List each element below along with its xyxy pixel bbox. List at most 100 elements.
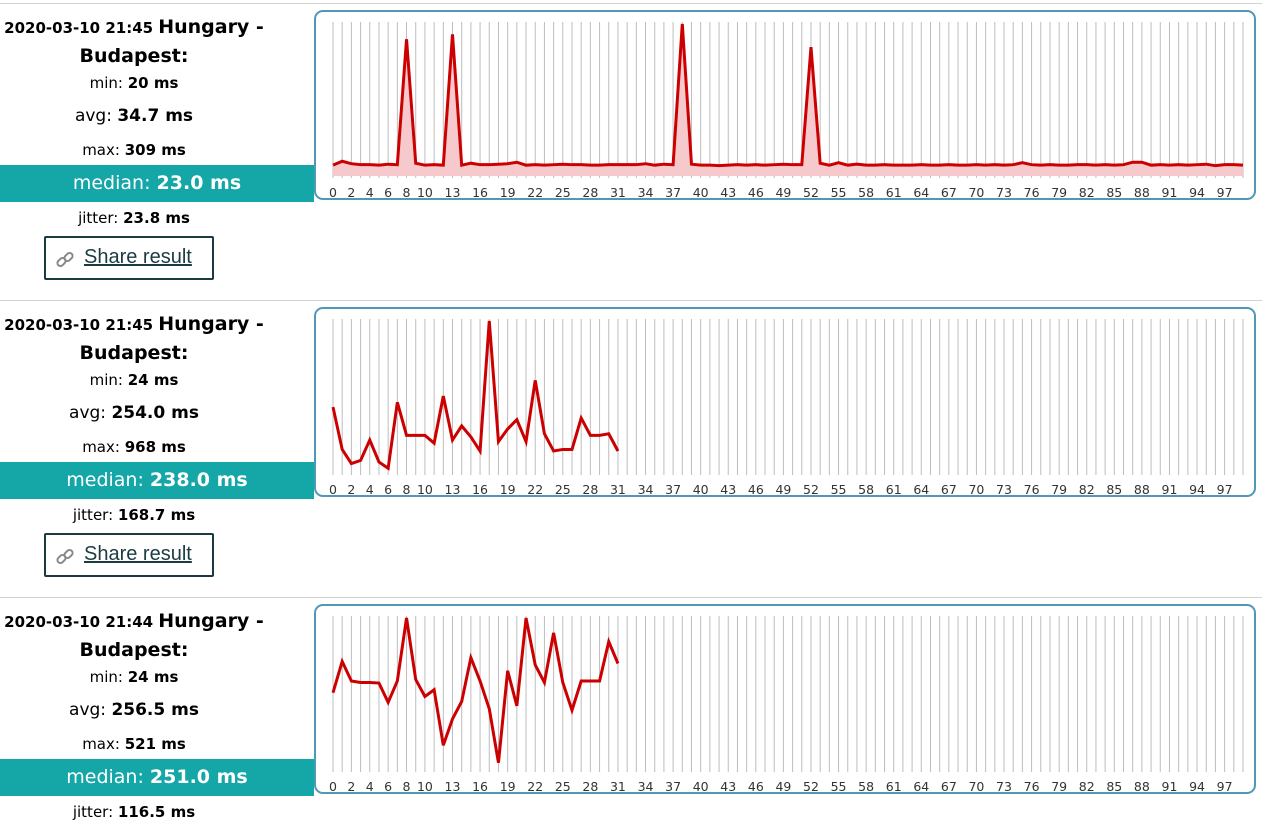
min-label: min:	[89, 371, 128, 389]
median-bar: median: 251.0 ms	[0, 759, 314, 796]
x-tick-label: 40	[693, 482, 709, 497]
result-card: 2020-03-10 21:45 Hungary - Budapest: min…	[0, 3, 1262, 300]
share-result-label[interactable]: Share result	[84, 543, 192, 565]
share-result-button[interactable]: Share result	[44, 533, 214, 577]
x-tick-label: 76	[1024, 482, 1040, 497]
x-tick-label: 2	[347, 185, 355, 200]
min-stat: min: 20 ms	[0, 74, 268, 92]
x-tick-label: 22	[527, 185, 543, 200]
avg-value: 254.0 ms	[111, 403, 199, 423]
min-label: min:	[89, 668, 128, 686]
x-tick-label: 85	[1106, 185, 1122, 200]
x-tick-label: 49	[775, 185, 791, 200]
x-tick-label: 64	[913, 482, 929, 497]
x-tick-label: 13	[445, 482, 461, 497]
result-title: 2020-03-10 21:45 Hungary - Budapest:	[0, 13, 268, 71]
timestamp: 2020-03-10 21:44	[4, 613, 154, 631]
x-tick-label: 0	[329, 482, 337, 497]
median-bar: median: 23.0 ms	[0, 165, 314, 202]
max-label: max:	[82, 141, 125, 159]
x-tick-label: 37	[665, 185, 681, 200]
x-tick-label: 46	[748, 779, 764, 794]
x-tick-label: 6	[384, 185, 392, 200]
x-tick-label: 61	[886, 185, 902, 200]
x-tick-label: 37	[665, 482, 681, 497]
x-tick-label: 79	[1051, 482, 1067, 497]
chart-svg: 0 2 4 6 8 10 13 16 19 22 25 28 31 34 37 40 43 46 49 52 55 58 6…	[329, 22, 1244, 200]
x-tick-label: 4	[366, 779, 374, 794]
x-tick-label: 85	[1106, 779, 1122, 794]
x-tick-label: 64	[913, 779, 929, 794]
link-icon	[56, 548, 74, 565]
latency-chart: 0 2 4 6 8 10 13 16 19 22 25 28 31 34 37 40 43 46 49 52 55 58 6…	[314, 10, 1256, 200]
max-stat: max: 521 ms	[0, 735, 268, 753]
median-label: median:	[66, 469, 150, 491]
chart-svg: 0 2 4 6 8 10 13 16 19 22 25 28 31 34 37 40 43 46 49 52 55 58 6…	[329, 616, 1244, 794]
x-tick-label: 10	[417, 185, 433, 200]
avg-value: 256.5 ms	[111, 700, 199, 720]
min-value: 24 ms	[127, 668, 179, 686]
max-value: 968 ms	[124, 438, 186, 456]
x-tick-label: 82	[1079, 482, 1095, 497]
x-tick-label: 0	[329, 779, 337, 794]
chart-svg: 0 2 4 6 8 10 13 16 19 22 25 28 31 34 37 40 43 46 49 52 55 58 6…	[329, 319, 1244, 497]
x-tick-label: 70	[968, 185, 984, 200]
jitter-stat: jitter: 23.8 ms	[0, 209, 268, 227]
x-tick-label: 4	[366, 482, 374, 497]
x-tick-label: 0	[329, 185, 337, 200]
x-tick-label: 70	[968, 779, 984, 794]
median-value: 23.0 ms	[156, 172, 242, 194]
x-tick-label: 82	[1079, 779, 1095, 794]
share-result-label[interactable]: Share result	[84, 246, 192, 268]
latency-chart: 0 2 4 6 8 10 13 16 19 22 25 28 31 34 37 40 43 46 49 52 55 58 6…	[314, 604, 1256, 794]
median-value: 251.0 ms	[149, 766, 248, 788]
x-tick-label: 49	[775, 482, 791, 497]
share-result-button[interactable]: Share result	[44, 236, 214, 280]
x-tick-label: 28	[582, 185, 598, 200]
location: Hungary - Budapest:	[79, 313, 264, 364]
x-tick-label: 91	[1162, 779, 1178, 794]
x-tick-label: 4	[366, 185, 374, 200]
x-tick-label: 10	[417, 779, 433, 794]
x-tick-label: 85	[1106, 482, 1122, 497]
x-tick-label: 8	[403, 779, 411, 794]
x-tick-label: 52	[803, 185, 819, 200]
x-tick-label: 31	[610, 482, 626, 497]
jitter-stat: jitter: 116.5 ms	[0, 803, 268, 821]
x-tick-label: 58	[858, 779, 874, 794]
max-stat: max: 309 ms	[0, 141, 268, 159]
series-line	[332, 23, 1244, 168]
min-label: min:	[89, 74, 128, 92]
x-tick-label: 31	[610, 185, 626, 200]
avg-value: 34.7 ms	[117, 106, 194, 126]
x-tick-label: 19	[500, 482, 516, 497]
x-tick-label: 76	[1024, 185, 1040, 200]
x-tick-label: 58	[858, 185, 874, 200]
x-tick-label: 28	[582, 482, 598, 497]
x-tick-label: 6	[384, 779, 392, 794]
x-tick-label: 46	[748, 185, 764, 200]
jitter-label: jitter:	[78, 209, 124, 227]
x-tick-label: 55	[831, 185, 847, 200]
x-tick-label: 40	[693, 185, 709, 200]
avg-stat: avg: 34.7 ms	[0, 106, 268, 126]
median-label: median:	[66, 766, 150, 788]
x-tick-label: 31	[610, 779, 626, 794]
series-line	[331, 320, 620, 471]
x-tick-label: 37	[665, 779, 681, 794]
location: Hungary - Budapest:	[79, 16, 264, 67]
x-tick-label: 67	[941, 779, 957, 794]
max-label: max:	[82, 735, 125, 753]
x-tick-label: 55	[831, 779, 847, 794]
x-tick-label: 22	[527, 779, 543, 794]
result-title: 2020-03-10 21:44 Hungary - Budapest:	[0, 607, 268, 665]
x-tick-label: 43	[720, 185, 736, 200]
x-tick-label: 58	[858, 482, 874, 497]
x-tick-label: 43	[720, 482, 736, 497]
x-tick-label: 28	[582, 779, 598, 794]
x-tick-label: 46	[748, 482, 764, 497]
x-tick-label: 13	[445, 779, 461, 794]
location: Hungary - Budapest:	[79, 610, 264, 661]
x-tick-label: 8	[403, 482, 411, 497]
x-tick-label: 76	[1024, 779, 1040, 794]
